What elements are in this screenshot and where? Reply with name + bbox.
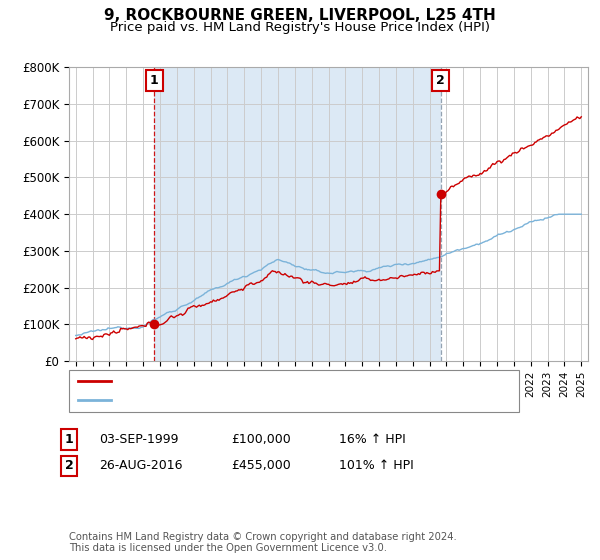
Text: 16% ↑ HPI: 16% ↑ HPI [339, 433, 406, 446]
Bar [154, 67, 440, 361]
Text: 03-SEP-1999: 03-SEP-1999 [99, 433, 179, 446]
Text: 2: 2 [436, 74, 445, 87]
Text: 9, ROCKBOURNE GREEN, LIVERPOOL, L25 4TH: 9, ROCKBOURNE GREEN, LIVERPOOL, L25 4TH [104, 8, 496, 24]
Text: 1: 1 [65, 433, 73, 446]
Text: 9, ROCKBOURNE GREEN, LIVERPOOL, L25 4TH (detached house): 9, ROCKBOURNE GREEN, LIVERPOOL, L25 4TH … [117, 375, 496, 388]
Text: HPI: Average price, detached house, Liverpool: HPI: Average price, detached house, Live… [117, 393, 389, 407]
Text: 101% ↑ HPI: 101% ↑ HPI [339, 459, 414, 473]
Text: £455,000: £455,000 [231, 459, 291, 473]
Text: 1: 1 [150, 74, 159, 87]
Text: Price paid vs. HM Land Registry's House Price Index (HPI): Price paid vs. HM Land Registry's House … [110, 21, 490, 34]
Text: £100,000: £100,000 [231, 433, 291, 446]
Text: 26-AUG-2016: 26-AUG-2016 [99, 459, 182, 473]
Text: Contains HM Land Registry data © Crown copyright and database right 2024.
This d: Contains HM Land Registry data © Crown c… [69, 531, 457, 553]
Text: 2: 2 [65, 459, 73, 473]
